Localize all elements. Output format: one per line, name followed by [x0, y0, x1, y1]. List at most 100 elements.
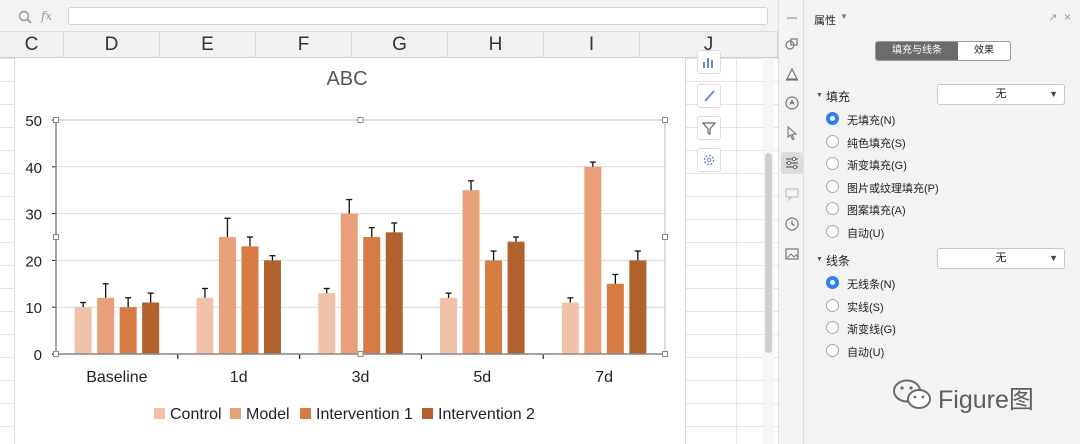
- y-tick-label: 0: [34, 347, 42, 364]
- radio-button[interactable]: [826, 157, 839, 171]
- column-header[interactable]: I: [544, 32, 640, 58]
- radio-button[interactable]: [826, 134, 839, 148]
- chart-title[interactable]: ABC: [326, 68, 367, 90]
- legend-label[interactable]: Intervention 2: [438, 406, 535, 423]
- resize-handle[interactable]: [357, 351, 364, 357]
- bar[interactable]: [584, 166, 602, 354]
- x-tick-label: 5d: [473, 369, 491, 386]
- tab-effects[interactable]: 效果: [974, 45, 994, 56]
- resize-handle[interactable]: [53, 117, 59, 123]
- chart[interactable]: ABC 0 10 20 30 40 50 Baseline 1d 3d 5d 7d Control M…: [14, 58, 686, 444]
- resize-handle[interactable]: [662, 117, 668, 123]
- chart-settings-tool[interactable]: [697, 148, 721, 172]
- pin-icon[interactable]: ↗: [1048, 12, 1058, 24]
- watermark: Figure图: [892, 378, 1062, 414]
- zoom-icon[interactable]: [18, 10, 32, 24]
- radio-button[interactable]: [826, 276, 839, 289]
- radio-button[interactable]: [826, 202, 839, 216]
- column-header[interactable]: F: [256, 32, 352, 58]
- grid-line: [736, 58, 737, 444]
- chart-elements-tool[interactable]: [697, 50, 721, 74]
- bar[interactable]: [507, 241, 525, 354]
- properties-panel: 属性 ▼ ↗ × 填充与线条 效果 ▼ 填充 无 ▼ 无填充(N) 纯色填充(S)…: [804, 0, 1080, 444]
- bar[interactable]: [263, 260, 281, 354]
- legend-label[interactable]: Model: [246, 406, 290, 423]
- fill-select-value: 无: [995, 88, 1007, 100]
- bar[interactable]: [318, 293, 336, 354]
- bar[interactable]: [74, 307, 92, 354]
- bar[interactable]: [485, 260, 503, 354]
- bar[interactable]: [340, 213, 358, 354]
- bar[interactable]: [629, 260, 647, 354]
- column-header[interactable]: H: [448, 32, 544, 58]
- bar[interactable]: [363, 237, 381, 354]
- close-icon[interactable]: ×: [1064, 10, 1072, 24]
- chart-filter-tool[interactable]: [697, 116, 721, 140]
- bar[interactable]: [561, 302, 579, 354]
- legend-label[interactable]: Intervention 1: [316, 406, 413, 423]
- fill-select[interactable]: 无 ▼: [937, 84, 1065, 105]
- x-tick-label: 3d: [352, 369, 370, 386]
- line-select-value: 无: [995, 252, 1007, 264]
- image-icon[interactable]: [784, 246, 800, 262]
- panel-title[interactable]: 属性: [814, 15, 836, 27]
- resize-handle[interactable]: [357, 117, 364, 123]
- bar[interactable]: [385, 232, 403, 354]
- column-header[interactable]: D: [64, 32, 160, 58]
- radio-button[interactable]: [826, 225, 839, 238]
- watermark-text: Figure图: [938, 386, 1034, 414]
- brush-icon: [704, 90, 715, 102]
- line-section-label[interactable]: 线条: [826, 254, 851, 268]
- radio-button[interactable]: [826, 179, 839, 193]
- column-header[interactable]: E: [160, 32, 256, 58]
- scrollbar-thumb[interactable]: [765, 153, 772, 353]
- radio-button[interactable]: [826, 343, 839, 357]
- task-pane-icon-strip: [778, 0, 804, 444]
- location-icon[interactable]: [784, 95, 800, 111]
- style-icon[interactable]: [784, 66, 800, 82]
- bar[interactable]: [241, 246, 259, 354]
- radio-label: 图案填充(A): [847, 205, 906, 218]
- y-tick-label: 20: [25, 253, 42, 270]
- formula-input[interactable]: [68, 7, 768, 25]
- column-header[interactable]: C: [0, 32, 64, 58]
- bar[interactable]: [606, 283, 624, 354]
- radio-label: 无线条(N): [847, 279, 896, 291]
- radio-button[interactable]: [826, 112, 839, 125]
- gridlines: [56, 119, 665, 308]
- shapes-icon[interactable]: [784, 36, 800, 52]
- radio-label: 渐变线(G): [847, 324, 896, 337]
- fx-label: fx: [41, 9, 53, 23]
- vertical-scrollbar[interactable]: [763, 58, 774, 444]
- chevron-down-icon[interactable]: ▼: [840, 12, 848, 21]
- resize-handle[interactable]: [53, 234, 59, 240]
- tab-fill-line[interactable]: 填充与线条: [876, 42, 958, 60]
- settings-sliders-icon[interactable]: [781, 152, 803, 174]
- bar[interactable]: [97, 297, 115, 354]
- column-header[interactable]: G: [352, 32, 448, 58]
- bar[interactable]: [196, 297, 214, 354]
- comment-icon[interactable]: [784, 186, 800, 202]
- chart-style-tool[interactable]: [697, 84, 721, 108]
- fill-section-label[interactable]: 填充: [826, 90, 851, 104]
- history-icon[interactable]: [784, 216, 800, 232]
- bar[interactable]: [142, 302, 160, 354]
- legend: Control Model Intervention 1 Intervention 2: [154, 406, 535, 423]
- bar[interactable]: [119, 307, 137, 354]
- collapse-icon[interactable]: ▼: [816, 92, 823, 99]
- menu-icon[interactable]: [784, 10, 800, 26]
- resize-handle[interactable]: [53, 351, 59, 357]
- legend-label[interactable]: Control: [170, 406, 222, 423]
- resize-handle[interactable]: [662, 234, 668, 240]
- column-header[interactable]: J: [640, 32, 778, 58]
- y-tick-label: 50: [25, 113, 42, 130]
- bar[interactable]: [218, 237, 236, 354]
- resize-handle[interactable]: [662, 351, 668, 357]
- radio-button[interactable]: [826, 298, 839, 312]
- bar[interactable]: [440, 297, 458, 354]
- cursor-icon[interactable]: [784, 125, 800, 141]
- line-select[interactable]: 无 ▼: [937, 248, 1065, 269]
- radio-button[interactable]: [826, 321, 839, 335]
- collapse-icon[interactable]: ▼: [816, 256, 823, 263]
- bar[interactable]: [462, 190, 480, 354]
